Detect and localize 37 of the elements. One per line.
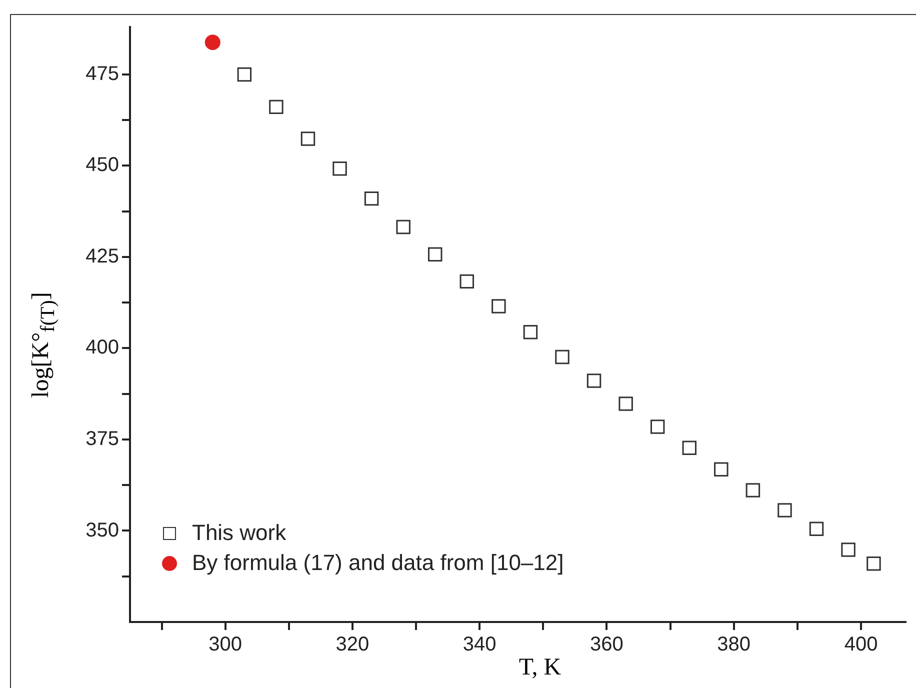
point xyxy=(841,542,856,557)
point xyxy=(714,462,728,477)
point xyxy=(364,191,379,206)
point xyxy=(746,483,760,498)
point xyxy=(204,34,220,50)
y-tick-label: 350 xyxy=(86,519,119,542)
point xyxy=(523,325,538,340)
point xyxy=(778,503,792,518)
point xyxy=(428,247,442,262)
point xyxy=(618,396,633,411)
y-tick-label: 425 xyxy=(86,245,119,268)
x-tick-label: 360 xyxy=(590,634,624,656)
x-tick-label: 300 xyxy=(208,634,242,656)
x-tick-label: 400 xyxy=(844,634,878,656)
point xyxy=(555,350,570,364)
point xyxy=(300,132,316,146)
point xyxy=(237,67,252,82)
point xyxy=(866,556,881,571)
point xyxy=(269,100,284,114)
y-tick-label: 400 xyxy=(86,336,119,359)
x-axis-title: T, K xyxy=(518,654,562,682)
y-tick-label: 375 xyxy=(86,428,119,450)
legend-label: This work xyxy=(192,520,286,546)
point xyxy=(809,522,824,536)
point xyxy=(332,162,347,176)
point xyxy=(492,299,506,314)
x-tick-label: 320 xyxy=(336,634,370,656)
point xyxy=(396,220,410,234)
legend-label: By formula (17) and data from [10–12] xyxy=(192,550,564,576)
y-tick-label: 475 xyxy=(86,62,119,85)
x-tick-label: 380 xyxy=(717,634,751,656)
point xyxy=(682,440,696,455)
y-tick-label: 450 xyxy=(86,154,119,176)
x-tick-label: 340 xyxy=(462,634,496,656)
point xyxy=(460,274,474,289)
point xyxy=(650,420,665,434)
point xyxy=(586,374,602,388)
